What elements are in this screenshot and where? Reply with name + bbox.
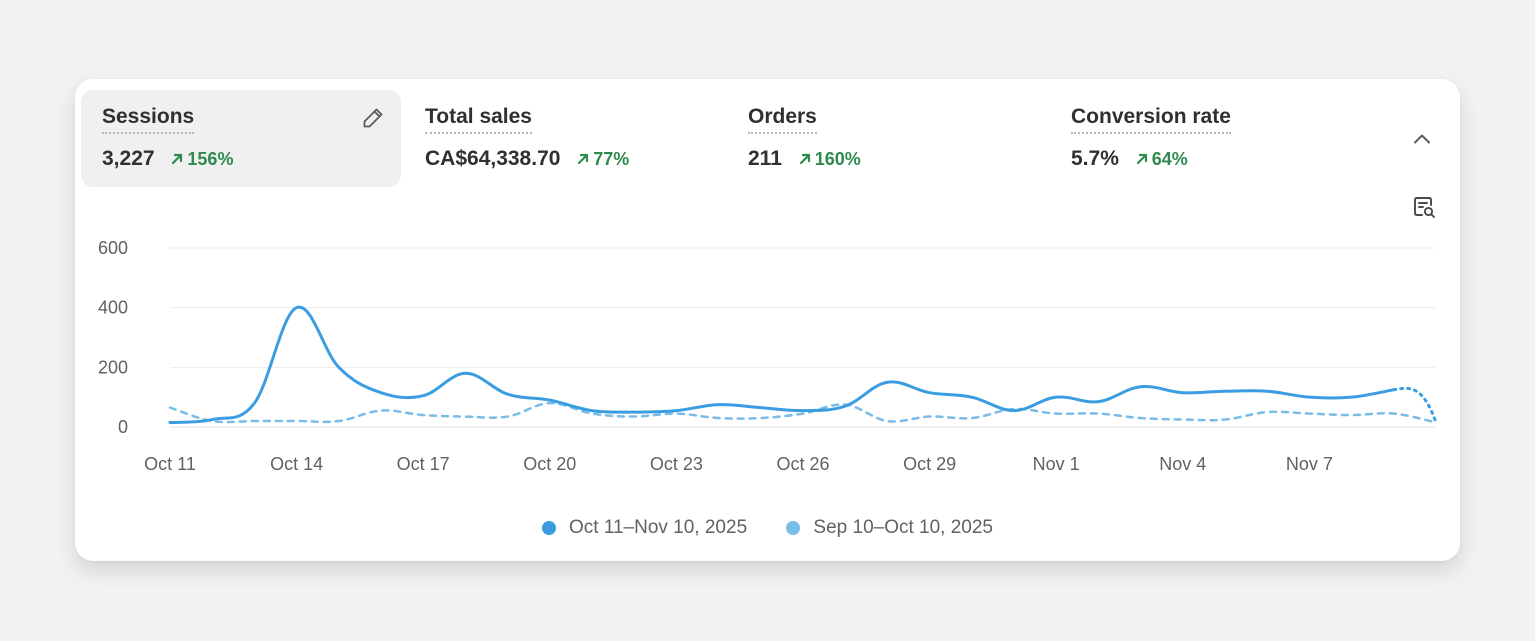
series-line-current <box>168 305 1396 425</box>
arrow-up-right-icon <box>578 153 589 165</box>
y-tick-label: 400 <box>98 298 128 318</box>
chevron-up-icon[interactable] <box>1411 128 1433 150</box>
arrow-up-right-icon <box>799 153 810 165</box>
metric-title[interactable]: Orders <box>748 105 817 134</box>
metric-title[interactable]: Sessions <box>102 105 195 134</box>
metric-value: 211 160% <box>748 147 861 171</box>
x-tick-label: Oct 20 <box>523 454 576 474</box>
metric-title[interactable]: Total sales <box>425 105 532 134</box>
y-tick-label: 600 <box>98 238 128 258</box>
x-tick-label: Nov 7 <box>1286 454 1333 474</box>
x-tick-label: Nov 4 <box>1159 454 1206 474</box>
metric-change-text: 160% <box>814 149 861 169</box>
arrow-up-right-icon <box>172 153 183 165</box>
metric-change-text: 77% <box>593 149 630 169</box>
legend-label-previous: Sep 10–Oct 10, 2025 <box>813 517 994 538</box>
legend-item-current[interactable]: Oct 11–Nov 10, 2025 <box>541 517 748 539</box>
arrow-up-right-icon <box>1136 153 1147 165</box>
metric-change: 160% <box>798 147 861 171</box>
report-search-icon[interactable] <box>1411 194 1437 220</box>
analytics-card: Sessions 3,227 156% Total sales CA$64,33… <box>75 79 1460 561</box>
y-tick-label: 200 <box>98 357 128 377</box>
x-tick-label: Oct 29 <box>903 454 956 474</box>
metric-conversion-rate[interactable]: Conversion rate 5.7% 64% <box>1050 90 1370 187</box>
metric-change: 64% <box>1135 147 1188 171</box>
x-tick-label: Oct 14 <box>270 454 323 474</box>
legend-dot-current <box>541 521 556 535</box>
metric-total-sales[interactable]: Total sales CA$64,338.70 77% <box>404 90 724 187</box>
sessions-line-chart: 0 200 400 600 Oct 11 Oct 14 Oct 17 Oct 20 Oct 23… <box>98 238 1438 474</box>
metric-change-text: 64% <box>1151 149 1188 169</box>
metric-change-text: 156% <box>187 149 234 169</box>
x-tick-label: Oct 23 <box>650 454 703 474</box>
legend-label-current: Oct 11–Nov 10, 2025 <box>568 517 748 538</box>
chart-legend: Oct 11–Nov 10, 2025 Sep 10–Oct 10, 2025 <box>75 517 1460 541</box>
pencil-icon[interactable] <box>361 106 385 130</box>
metric-value-text: CA$64,338.70 <box>425 147 561 170</box>
series-line-current-partial <box>1392 386 1438 425</box>
metric-title[interactable]: Conversion rate <box>1071 105 1231 134</box>
x-tick-label: Nov 1 <box>1033 454 1080 474</box>
legend-dot-previous <box>786 521 801 535</box>
metric-value-text: 3,227 <box>102 147 155 170</box>
y-tick-label: 0 <box>118 417 128 437</box>
metric-value: 5.7% 64% <box>1071 147 1188 171</box>
metric-change: 77% <box>576 147 629 171</box>
metric-orders[interactable]: Orders 211 160% <box>727 90 1047 187</box>
x-tick-label: Oct 17 <box>397 454 450 474</box>
metric-sessions[interactable]: Sessions 3,227 156% <box>81 90 401 187</box>
x-tick-label: Oct 26 <box>776 454 829 474</box>
x-tick-label: Oct 11 <box>144 454 196 474</box>
metric-value-text: 5.7% <box>1071 147 1119 170</box>
metric-value: 3,227 156% <box>102 147 233 171</box>
metric-change: 156% <box>170 147 233 171</box>
series-line-previous <box>168 401 1438 424</box>
metric-value-text: 211 <box>748 147 782 170</box>
legend-item-previous[interactable]: Sep 10–Oct 10, 2025 <box>786 517 993 539</box>
metric-value: CA$64,338.70 77% <box>425 147 629 171</box>
